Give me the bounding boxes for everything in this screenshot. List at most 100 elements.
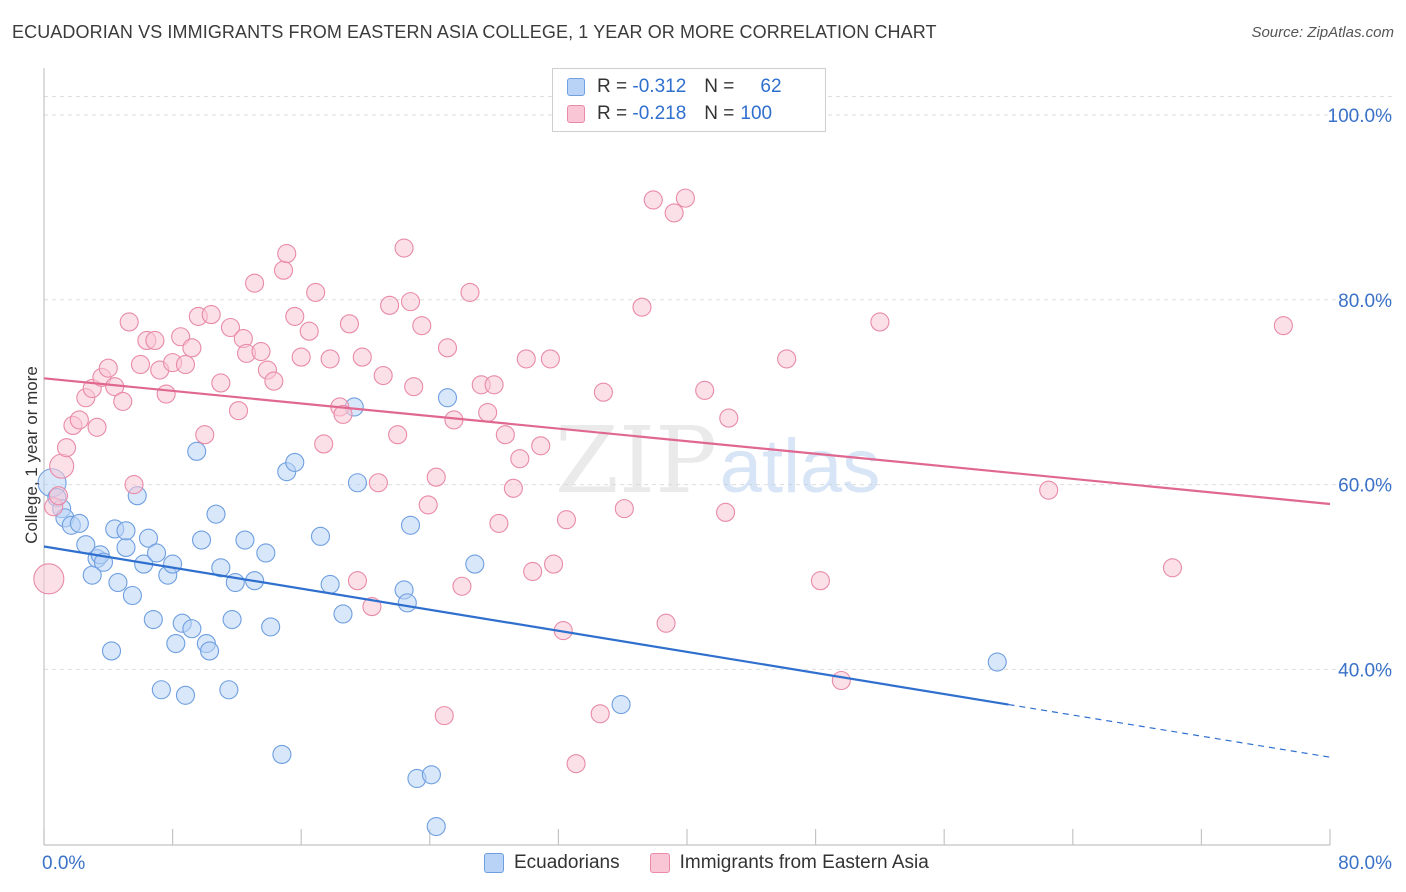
watermark-zip: ZIP	[555, 407, 717, 514]
ecuadorian-point	[101, 641, 122, 661]
eastern-asia-point	[156, 384, 176, 404]
trend-layer	[43, 377, 1331, 758]
ecuadorian-point	[285, 452, 305, 472]
ecuadorian-point	[116, 537, 136, 557]
ecuadorian-point	[987, 652, 1007, 672]
ecuadorian-point	[347, 473, 368, 493]
eastern-asia-point	[182, 338, 202, 358]
ecuadorian-trendline-extension	[1008, 703, 1331, 758]
ecuadorian-point	[426, 816, 446, 837]
eastern-asia-point	[113, 391, 133, 411]
eastern-asia-point	[460, 282, 480, 302]
eastern-asia-point	[418, 495, 438, 515]
y-tick-label: 40.0%	[1338, 660, 1392, 681]
ecuadorian-point	[206, 504, 226, 524]
eastern-asia-point	[632, 297, 652, 317]
source-note: Source: ZipAtlas.com	[1251, 24, 1394, 41]
eastern-asia-point	[400, 292, 421, 312]
eastern-asia-point	[49, 453, 75, 479]
eastern-asia-point	[489, 513, 509, 533]
legend-n-label: N =	[704, 76, 735, 97]
eastern-asia-point	[664, 203, 684, 223]
legend-n-label: N =	[704, 103, 735, 124]
eastern-asia-point	[426, 467, 446, 487]
ecuadorian-point	[437, 388, 458, 408]
legend-r-label: R =	[597, 76, 628, 97]
eastern-asia-point	[368, 473, 388, 493]
x-tick-label: 80.0%	[1338, 853, 1392, 874]
legend-n-value: 62	[760, 76, 782, 97]
eastern-asia-point	[495, 425, 515, 445]
ecuadorian-point	[256, 543, 276, 563]
eastern-asia-point	[1162, 558, 1183, 578]
ecuadorian-point	[465, 554, 485, 574]
eastern-asia-point	[273, 260, 294, 280]
watermark-atlas: atlas	[720, 424, 881, 509]
eastern-asia-point	[195, 425, 215, 445]
ecuadorian-point	[235, 530, 255, 550]
eastern-asia-point	[306, 282, 326, 302]
legend-label: Immigrants from Eastern Asia	[679, 852, 929, 873]
eastern-asia-point	[314, 434, 334, 454]
ecuadorian-point	[320, 574, 340, 594]
x-tick-label: 0.0%	[42, 853, 85, 874]
eastern-asia-point	[69, 410, 89, 430]
chart-title: ECUADORIAN VS IMMIGRANTS FROM EASTERN AS…	[12, 22, 937, 42]
eastern-asia-point	[656, 613, 676, 633]
eastern-asia-point	[510, 449, 530, 469]
ecuadorian-point	[108, 573, 128, 593]
eastern-asia-point	[48, 486, 69, 506]
legend-r-label: R =	[597, 103, 628, 124]
eastern-asia-point	[523, 561, 543, 582]
ecuadorian-point	[146, 543, 167, 563]
y-axis-label: College, 1 year or more	[22, 366, 41, 544]
eastern-asia-point	[870, 312, 890, 332]
eastern-asia-point	[719, 408, 739, 428]
legend-swatch-pink	[567, 105, 585, 123]
ecuadorian-point	[143, 609, 163, 630]
eastern-asia-point	[98, 358, 118, 378]
ecuadorian-point	[138, 528, 159, 548]
eastern-asia-point	[516, 349, 536, 369]
eastern-asia-point	[590, 704, 610, 724]
points-layer	[33, 188, 1293, 837]
eastern-asia-point	[87, 417, 107, 437]
legend-r-value: -0.312	[632, 76, 687, 97]
legend-label: Ecuadorians	[514, 852, 620, 873]
eastern-asia-point	[373, 366, 393, 386]
eastern-asia-point	[145, 330, 165, 350]
eastern-asia-point	[245, 273, 265, 293]
eastern-asia-point	[695, 380, 715, 400]
y-tick-label: 60.0%	[1338, 476, 1392, 497]
ecuadorian-point	[272, 744, 292, 764]
legend-item-ecuadorians[interactable]: Ecuadorians	[484, 852, 620, 874]
eastern-asia-point	[566, 754, 586, 774]
correlation-legend: R = -0.312 N = 62 R = -0.218 N = 100	[552, 68, 826, 132]
eastern-asia-point	[531, 436, 551, 456]
eastern-asia-point	[412, 316, 432, 336]
eastern-asia-point	[119, 312, 139, 332]
ecuadorian-point	[333, 604, 353, 624]
eastern-asia-point	[556, 510, 576, 530]
eastern-asia-point	[503, 478, 523, 498]
eastern-asia-point	[1273, 316, 1293, 336]
eastern-asia-point	[277, 244, 297, 264]
eastern-asia-point	[388, 425, 408, 445]
legend-row-ecuadorians: R = -0.312 N = 62	[567, 75, 782, 99]
eastern-asia-point	[291, 347, 311, 367]
eastern-asia-point	[434, 706, 454, 726]
eastern-asia-point	[352, 347, 372, 367]
eastern-asia-point	[285, 306, 305, 326]
eastern-asia-point	[437, 338, 458, 358]
legend-row-immigrants: R = -0.218 N = 100	[567, 102, 772, 126]
eastern-asia-point	[394, 238, 414, 258]
y-tick-label: 80.0%	[1338, 291, 1392, 312]
eastern-asia-point	[211, 373, 231, 393]
eastern-asia-point	[831, 670, 851, 691]
eastern-asia-point	[540, 349, 560, 369]
legend-item-immigrants[interactable]: Immigrants from Eastern Asia	[649, 852, 929, 874]
ecuadorian-point	[175, 685, 196, 705]
ecuadorian-point	[310, 526, 331, 546]
ecuadorian-point	[182, 619, 202, 639]
legend-swatch-blue	[484, 853, 504, 873]
